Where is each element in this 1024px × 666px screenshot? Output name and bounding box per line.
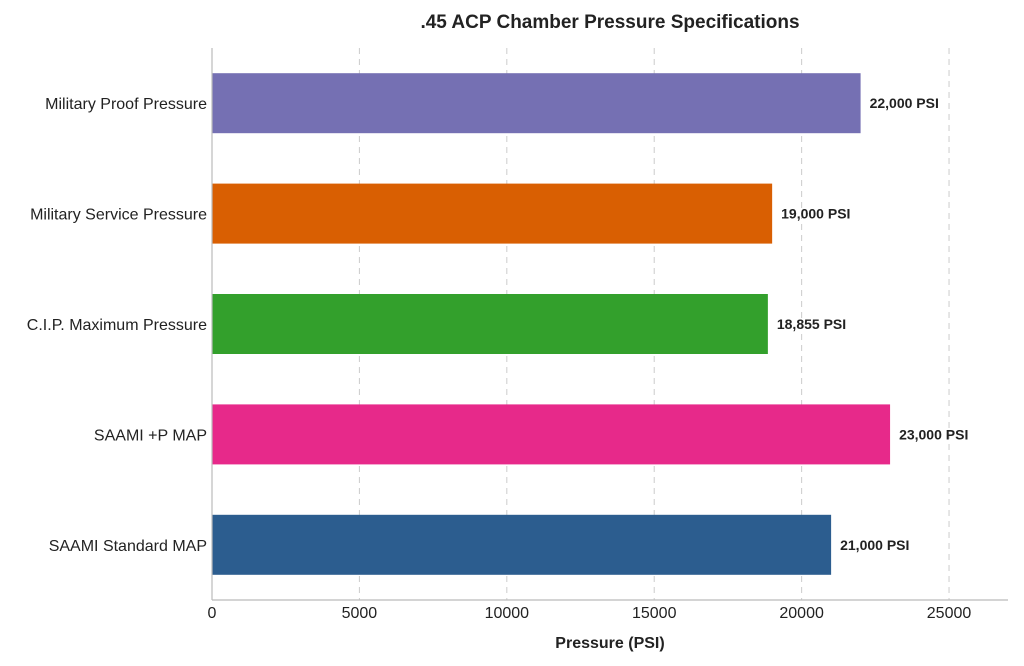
bar xyxy=(212,183,773,244)
data-label: 21,000 PSI xyxy=(840,537,909,553)
category-label: SAAMI +P MAP xyxy=(94,427,207,444)
x-tick-labels: 0 5000 10000 15000 20000 25000 xyxy=(208,605,972,622)
x-axis-title: Pressure (PSI) xyxy=(555,635,664,652)
chart-title: .45 ACP Chamber Pressure Specifications xyxy=(420,12,799,33)
x-tick-label: 15000 xyxy=(632,605,677,622)
bar xyxy=(212,294,768,354)
category-label: SAAMI Standard MAP xyxy=(49,538,207,555)
bar xyxy=(212,514,832,575)
category-label: C.I.P. Maximum Pressure xyxy=(27,317,207,334)
data-label: 19,000 PSI xyxy=(781,206,850,222)
x-tick-label: 25000 xyxy=(927,605,972,622)
category-labels: Military Proof Pressure Military Service … xyxy=(27,96,207,555)
bars xyxy=(212,73,891,575)
x-tick-label: 5000 xyxy=(342,605,378,622)
value-labels: 22,000 PSI 19,000 PSI 18,855 PSI 23,000 PSI… xyxy=(777,95,968,553)
data-label: 23,000 PSI xyxy=(899,426,968,442)
data-label: 22,000 PSI xyxy=(870,95,939,111)
category-label: Military Proof Pressure xyxy=(45,96,207,113)
x-tick-label: 10000 xyxy=(485,605,530,622)
bar xyxy=(212,73,861,134)
data-label: 18,855 PSI xyxy=(777,316,846,332)
category-label: Military Service Pressure xyxy=(30,207,207,224)
x-tick-label: 20000 xyxy=(779,605,824,622)
x-tick-label: 0 xyxy=(208,605,217,622)
bar xyxy=(212,404,891,465)
